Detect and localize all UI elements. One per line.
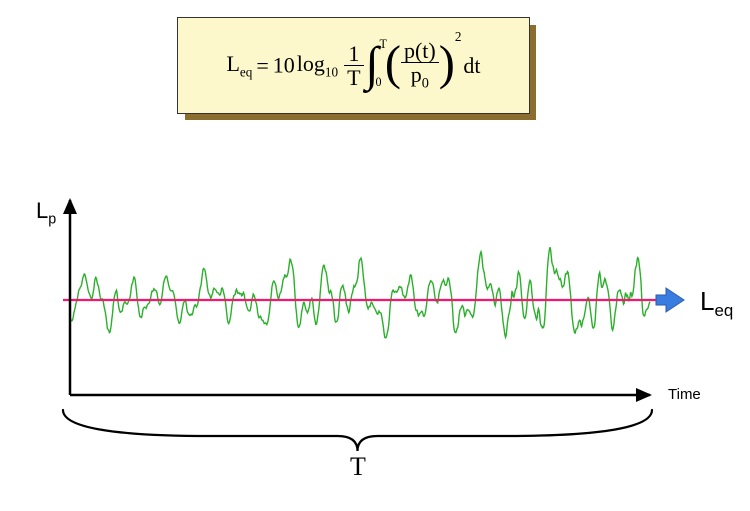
- y-axis-arrow-icon: [63, 198, 77, 214]
- time-span-brace: [63, 410, 652, 451]
- signal-trace: [70, 247, 650, 338]
- T-label: T: [350, 452, 366, 482]
- x-axis-arrow-icon: [636, 388, 652, 402]
- x-axis-label: Time: [668, 386, 701, 403]
- y-axis-label: Lp: [36, 198, 56, 227]
- leq-arrow-icon: [656, 288, 684, 312]
- leq-label: Leq: [700, 286, 733, 321]
- chart: [0, 0, 750, 511]
